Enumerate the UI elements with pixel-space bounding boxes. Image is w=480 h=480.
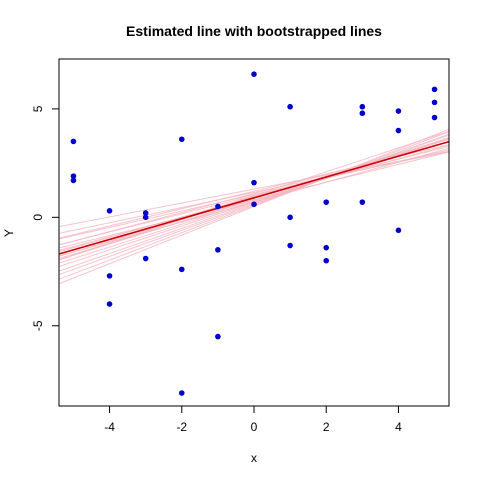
data-point-16	[251, 71, 257, 77]
bootstrap-line-9	[58, 150, 450, 234]
data-point-15	[215, 333, 221, 340]
data-point-26	[359, 110, 366, 117]
data-point-6	[106, 301, 113, 307]
x-axis: -4 -2 0 2 4	[104, 405, 402, 434]
x-tick-label: 0	[251, 420, 258, 434]
x-tick-label: 2	[323, 420, 330, 434]
data-points	[70, 71, 438, 396]
data-point-31	[431, 86, 438, 93]
data-point-24	[323, 257, 330, 264]
fit-line-group	[58, 140, 450, 255]
data-point-25	[359, 103, 366, 110]
data-point-33	[431, 114, 438, 121]
data-point-14	[215, 247, 221, 253]
data-point-10	[178, 136, 185, 143]
data-point-18	[251, 201, 257, 208]
data-point-19	[287, 103, 293, 110]
data-point-28	[395, 108, 402, 114]
chart-title: Estimated line with bootstrapped lines	[126, 23, 382, 39]
data-point-29	[395, 127, 402, 134]
y-tick-label: 0	[31, 214, 45, 221]
data-point-1	[70, 138, 77, 145]
data-point-3	[70, 177, 77, 184]
data-point-32	[431, 99, 438, 106]
bootstrap-line-1	[58, 151, 450, 228]
data-point-4	[106, 208, 113, 214]
x-axis-label: x	[251, 451, 257, 465]
data-point-9	[142, 255, 149, 262]
data-point-30	[395, 227, 402, 234]
data-point-23	[323, 244, 330, 251]
data-point-21	[287, 242, 293, 249]
bootstrap-line-19	[58, 130, 450, 261]
data-point-22	[323, 199, 330, 205]
data-point-17	[251, 179, 257, 186]
y-tick-label: 5	[31, 105, 45, 112]
y-axis-label: Y	[2, 229, 16, 237]
y-tick-label: -5	[31, 320, 45, 331]
data-point-27	[359, 199, 366, 205]
data-point-2	[70, 173, 77, 179]
data-point-11	[178, 266, 185, 273]
data-point-5	[106, 273, 113, 279]
estimated-line	[58, 140, 450, 255]
x-tick-label: -4	[104, 420, 115, 434]
data-point-13	[215, 203, 221, 210]
x-tick-label: 4	[395, 420, 402, 434]
data-point-7	[142, 210, 149, 216]
x-tick-label: -2	[176, 420, 187, 434]
data-point-12	[178, 390, 185, 396]
data-point-8	[142, 214, 149, 221]
bootstrap-line-20	[58, 151, 450, 249]
y-axis: -5 0 5	[31, 105, 60, 331]
data-point-20	[287, 214, 293, 221]
